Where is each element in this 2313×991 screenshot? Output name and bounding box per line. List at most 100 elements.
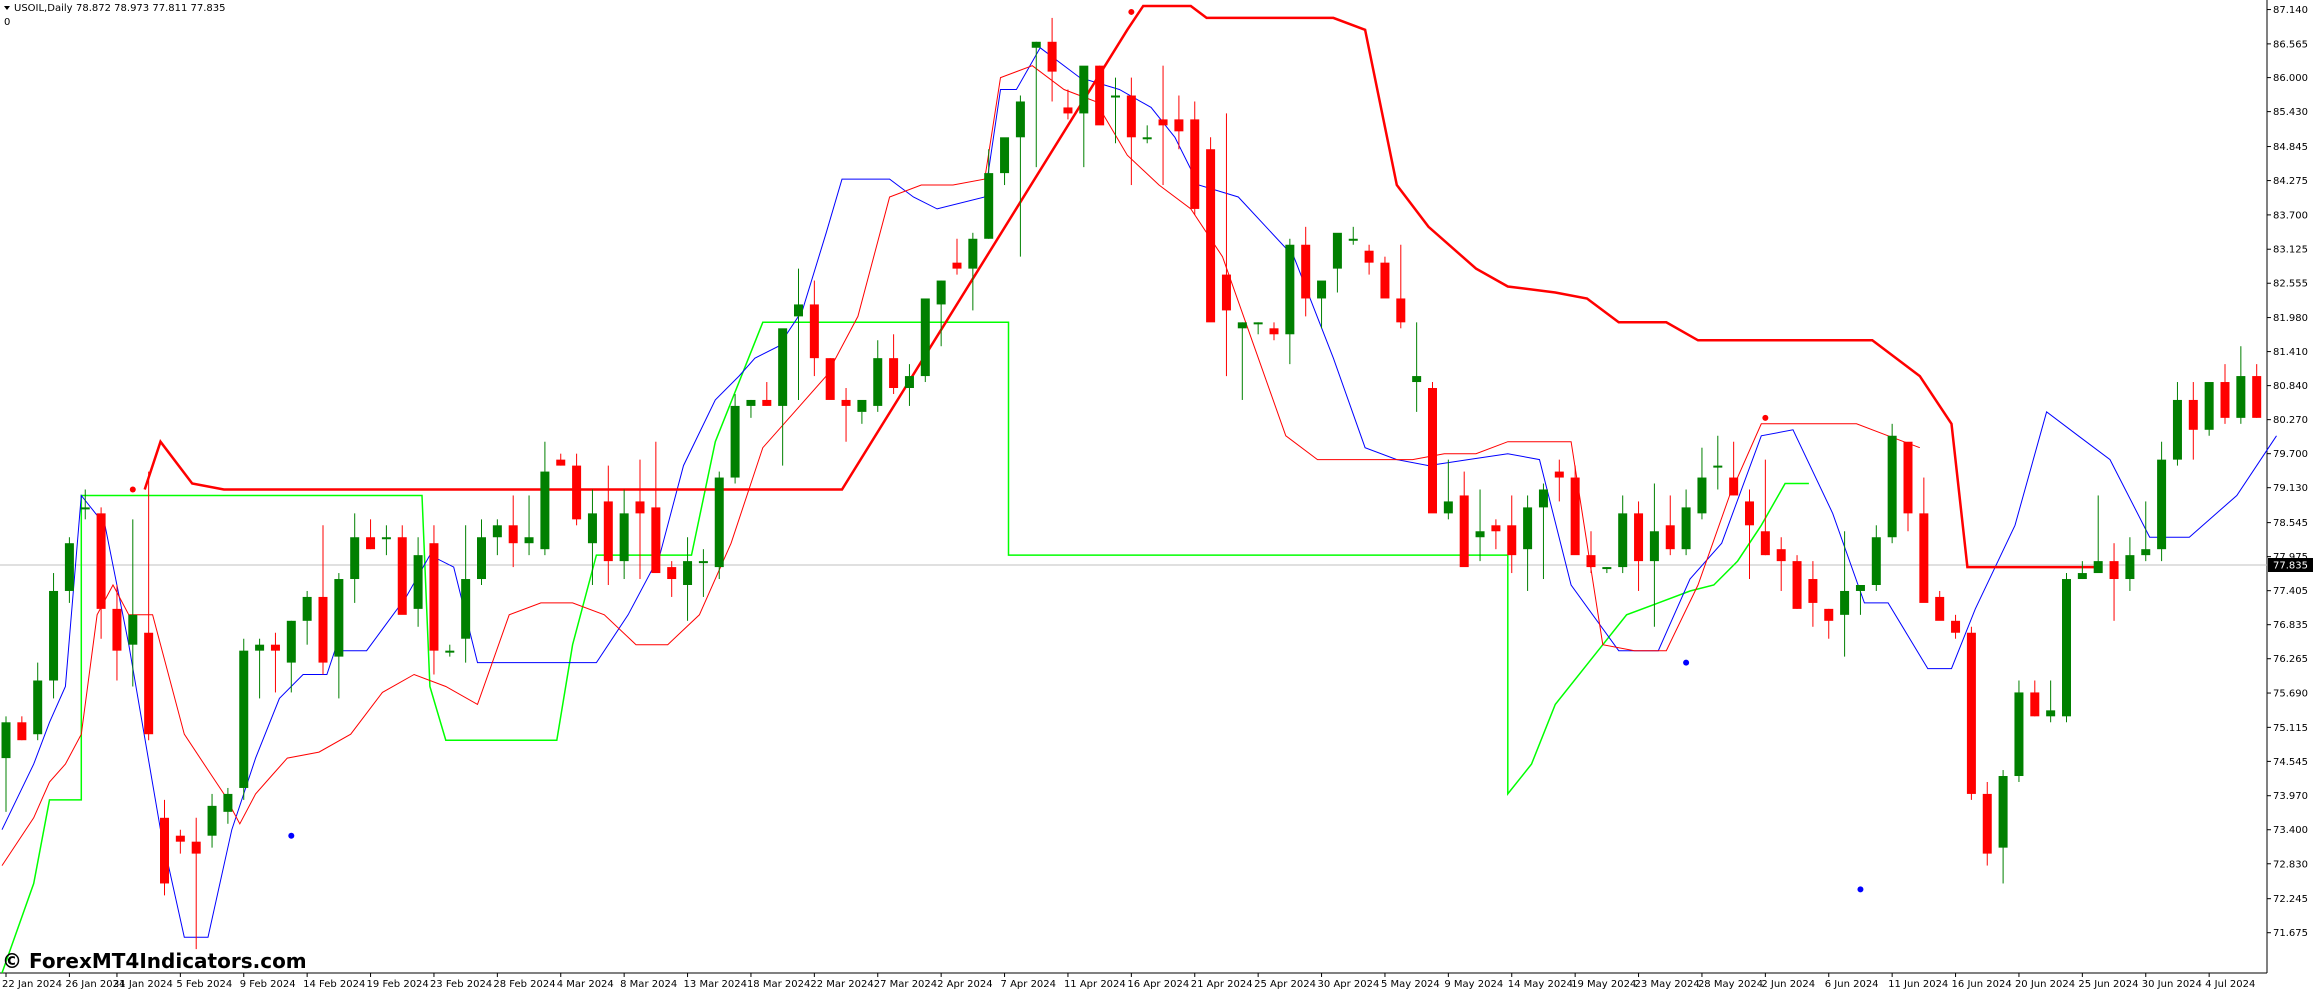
candle (1570, 465, 1580, 556)
x-tick-label: 9 Feb 2024 (240, 979, 296, 990)
candle-body (302, 596, 312, 621)
x-tick-label: 2 Jun 2024 (1761, 979, 1815, 990)
candle (461, 525, 471, 663)
candle-body (2204, 382, 2214, 430)
candle-body (1348, 238, 1358, 241)
signal-dot (1683, 659, 1690, 666)
candle (603, 465, 613, 585)
candle-body (2030, 692, 2040, 717)
candle (683, 537, 693, 621)
y-tick-label: 72.830 (2273, 859, 2308, 870)
candle-body (1792, 561, 1802, 609)
candle (64, 537, 74, 603)
x-tick-label: 28 Feb 2024 (493, 979, 555, 990)
x-tick-label: 16 Apr 2024 (1127, 979, 1189, 990)
y-tick-label: 81.410 (2273, 347, 2308, 358)
candle (857, 399, 867, 424)
candle-body (1111, 95, 1120, 98)
candle-body (429, 543, 439, 651)
y-tick-label: 84.275 (2273, 176, 2308, 187)
candle (2125, 537, 2135, 591)
candle (1855, 584, 1865, 615)
candle (1443, 459, 1453, 520)
candle-body (1554, 471, 1564, 478)
candle-body (1000, 137, 1010, 174)
current-price-badge (2268, 557, 2313, 572)
candle (366, 519, 376, 550)
candle-body (318, 596, 328, 663)
candle (33, 662, 43, 741)
signal-dot (1128, 8, 1135, 15)
candle-body (1745, 501, 1754, 526)
candle-body (270, 644, 280, 651)
candle-body (968, 238, 978, 269)
candle-body (1269, 328, 1279, 335)
candle (1015, 95, 1025, 257)
candle-body (1586, 555, 1596, 568)
candle-body (1364, 250, 1374, 263)
x-tick-label: 6 Jun 2024 (1825, 979, 1879, 990)
y-tick-label: 76.265 (2273, 654, 2308, 665)
candle (730, 393, 740, 484)
candle-body (191, 841, 201, 854)
candle-body (2093, 561, 2103, 574)
candle-body (334, 579, 344, 657)
candle (1126, 77, 1136, 186)
x-tick-label: 31 Jan 2024 (113, 979, 173, 990)
candle-body (1158, 119, 1168, 126)
candle (714, 471, 724, 580)
candle-body (1840, 590, 1850, 615)
candle-body (1206, 149, 1216, 323)
candle (540, 441, 550, 556)
candle (952, 238, 962, 275)
current-price-label: 77.835 (2273, 560, 2308, 571)
candle (936, 280, 946, 347)
y-tick-label: 76.835 (2273, 620, 2308, 631)
candle (1301, 226, 1311, 317)
signal-dot (1857, 886, 1864, 893)
candle (1665, 495, 1675, 556)
candle-body (1903, 441, 1913, 514)
x-tick-label: 14 May 2024 (1508, 979, 1573, 990)
x-tick-label: 2 Apr 2024 (937, 979, 992, 990)
candle-body (366, 537, 376, 550)
candle (809, 280, 819, 377)
candle (112, 584, 122, 681)
candle (984, 149, 994, 239)
candle-body (556, 459, 566, 466)
candle-body (1253, 322, 1263, 325)
candle-body (2046, 710, 2056, 717)
candle-body (2077, 573, 2087, 580)
signal-dot (1762, 414, 1769, 421)
ohlc-label: 78.872 78.973 77.811 77.835 (76, 3, 226, 14)
candle-body (477, 537, 486, 580)
y-tick-label: 87.140 (2273, 5, 2308, 16)
candle (1253, 322, 1263, 335)
candle (1269, 322, 1279, 341)
candle (1047, 17, 1057, 102)
candle-body (1317, 280, 1327, 299)
candle-body (2220, 382, 2230, 418)
dropdown-arrow-icon[interactable] (4, 6, 10, 10)
y-tick-label: 77.975 (2273, 552, 2308, 563)
x-tick-label: 4 Jul 2024 (2205, 979, 2255, 990)
candle (1174, 95, 1184, 150)
header: USOIL,Daily 78.872 78.973 77.811 77.835 … (4, 3, 226, 28)
candle (1507, 495, 1517, 574)
price-axis: 87.140 86.565 86.000 85.430 84.845 84.275 83.7… (2267, 5, 2313, 939)
candle-body (667, 567, 677, 580)
candle (49, 573, 59, 699)
candle-body (572, 465, 582, 520)
candle (667, 561, 677, 597)
candle (1586, 531, 1596, 574)
candle (96, 507, 106, 639)
y-tick-label: 72.245 (2273, 894, 2308, 905)
candle-body (1095, 65, 1105, 126)
candle (1871, 525, 1881, 591)
candle (2172, 382, 2182, 466)
candle-body (778, 328, 788, 406)
candle (2252, 364, 2262, 418)
candle-body (175, 835, 185, 842)
candle (1602, 567, 1612, 574)
